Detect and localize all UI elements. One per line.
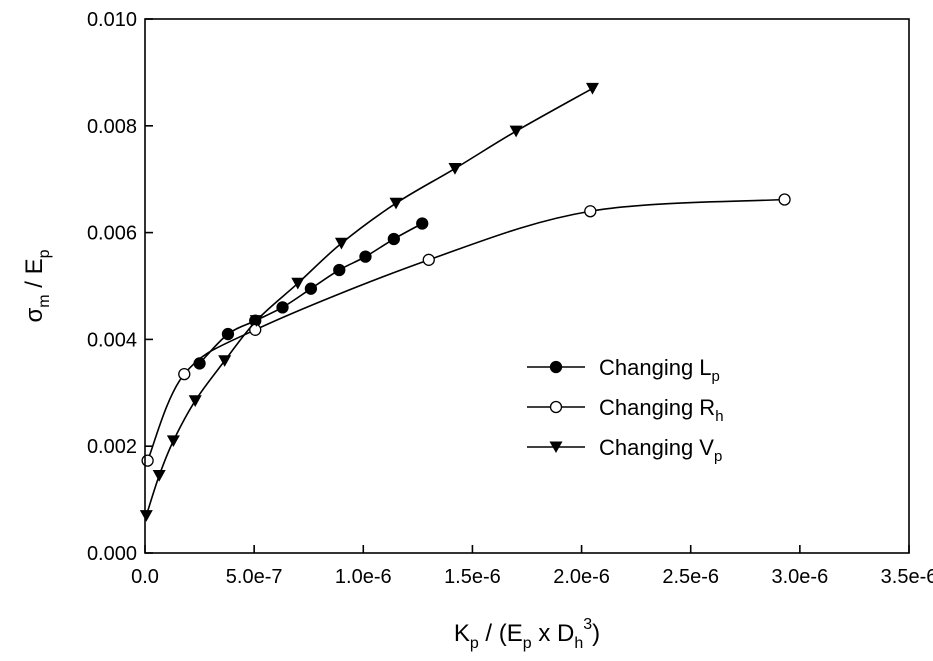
data-point <box>584 205 597 218</box>
x-axis-title-mid: / (E <box>479 620 523 647</box>
x-tick-label: 3.5e-6 <box>881 566 933 588</box>
series-3 <box>139 82 599 522</box>
legend-label-rh: Changing Rh <box>599 395 724 425</box>
x-tick-label: 2.0e-6 <box>553 566 610 588</box>
x-axis-title-end: ) <box>592 620 600 647</box>
x-axis-title: Kp / (Ep x Dh3) <box>454 616 600 652</box>
data-point <box>333 263 346 277</box>
y-axis-title-mid: / E <box>21 258 48 294</box>
x-tick-label: 1.5e-6 <box>444 566 501 588</box>
x-tick-label: 1.0e-6 <box>335 566 392 588</box>
plot-frame <box>144 18 910 554</box>
data-point <box>585 82 599 95</box>
x-axis-title-main: K <box>454 620 470 647</box>
y-tick-label: 0.000 <box>87 543 137 565</box>
y-tick-label: 0.002 <box>87 436 137 458</box>
legend-label-vp: Changing Vp <box>599 435 722 465</box>
data-point <box>276 301 289 314</box>
x-axis-title-sup: 3 <box>583 616 592 633</box>
data-point <box>139 510 153 522</box>
data-point <box>422 253 435 266</box>
data-point <box>249 315 263 327</box>
data-point <box>387 232 400 246</box>
series-line <box>146 198 785 461</box>
series-layer <box>139 82 791 522</box>
data-point <box>448 162 462 175</box>
x-axis-title-sub1: p <box>470 635 479 652</box>
series-2 <box>141 193 791 467</box>
y-axis-title: σm / Ep <box>21 249 53 322</box>
data-point <box>141 454 154 467</box>
data-point <box>166 435 180 448</box>
data-point <box>389 197 403 210</box>
series-line <box>145 87 593 516</box>
data-point <box>178 367 191 381</box>
data-point <box>334 237 348 250</box>
y-tick-label: 0.008 <box>87 116 137 138</box>
series-1 <box>193 217 429 370</box>
legend-marker-filled-triangle-down <box>549 441 563 453</box>
data-point <box>188 395 202 407</box>
x-tick-label: 2.5e-6 <box>662 566 719 588</box>
legend-entry-lp: Changing Lp <box>527 355 720 385</box>
data-point <box>152 470 166 482</box>
x-axis-title-sub3: h <box>574 635 583 652</box>
y-tick-label: 0.004 <box>87 329 137 351</box>
y-tick-label: 0.006 <box>87 223 137 245</box>
data-point <box>218 355 232 367</box>
legend-label-lp: Changing Lp <box>599 355 720 385</box>
data-point <box>304 282 318 295</box>
x-axis-title-sub2: p <box>523 635 532 652</box>
legend: Changing Lp Changing Rh Changing Vp <box>527 355 724 465</box>
y-tick-label: 0.010 <box>87 9 137 31</box>
legend-entry-vp: Changing Vp <box>527 435 722 465</box>
y-axis-title-main: σ <box>21 308 48 323</box>
data-point <box>778 193 791 206</box>
data-point <box>509 125 523 138</box>
x-tick-label: 0.0 <box>131 566 159 588</box>
legend-entry-rh: Changing Rh <box>527 395 724 425</box>
x-tick-label: 3.0e-6 <box>771 566 828 588</box>
x-axis-title-mid2: x D <box>532 620 575 647</box>
ticks-layer: 0.0 5.0e-7 1.0e-6 1.5e-6 2.0e-6 2.5e-6 3.0e-6 3… <box>87 9 933 588</box>
legend-marker-open-circle <box>549 400 563 414</box>
data-point <box>291 277 305 290</box>
data-point <box>221 327 235 341</box>
y-axis-title-sub1: m <box>36 294 53 307</box>
data-point <box>416 217 429 230</box>
legend-marker-filled-circle <box>549 360 563 374</box>
y-axis-title-sub2: p <box>36 249 53 258</box>
data-point <box>359 250 372 263</box>
x-tick-label: 5.0e-7 <box>226 566 283 588</box>
